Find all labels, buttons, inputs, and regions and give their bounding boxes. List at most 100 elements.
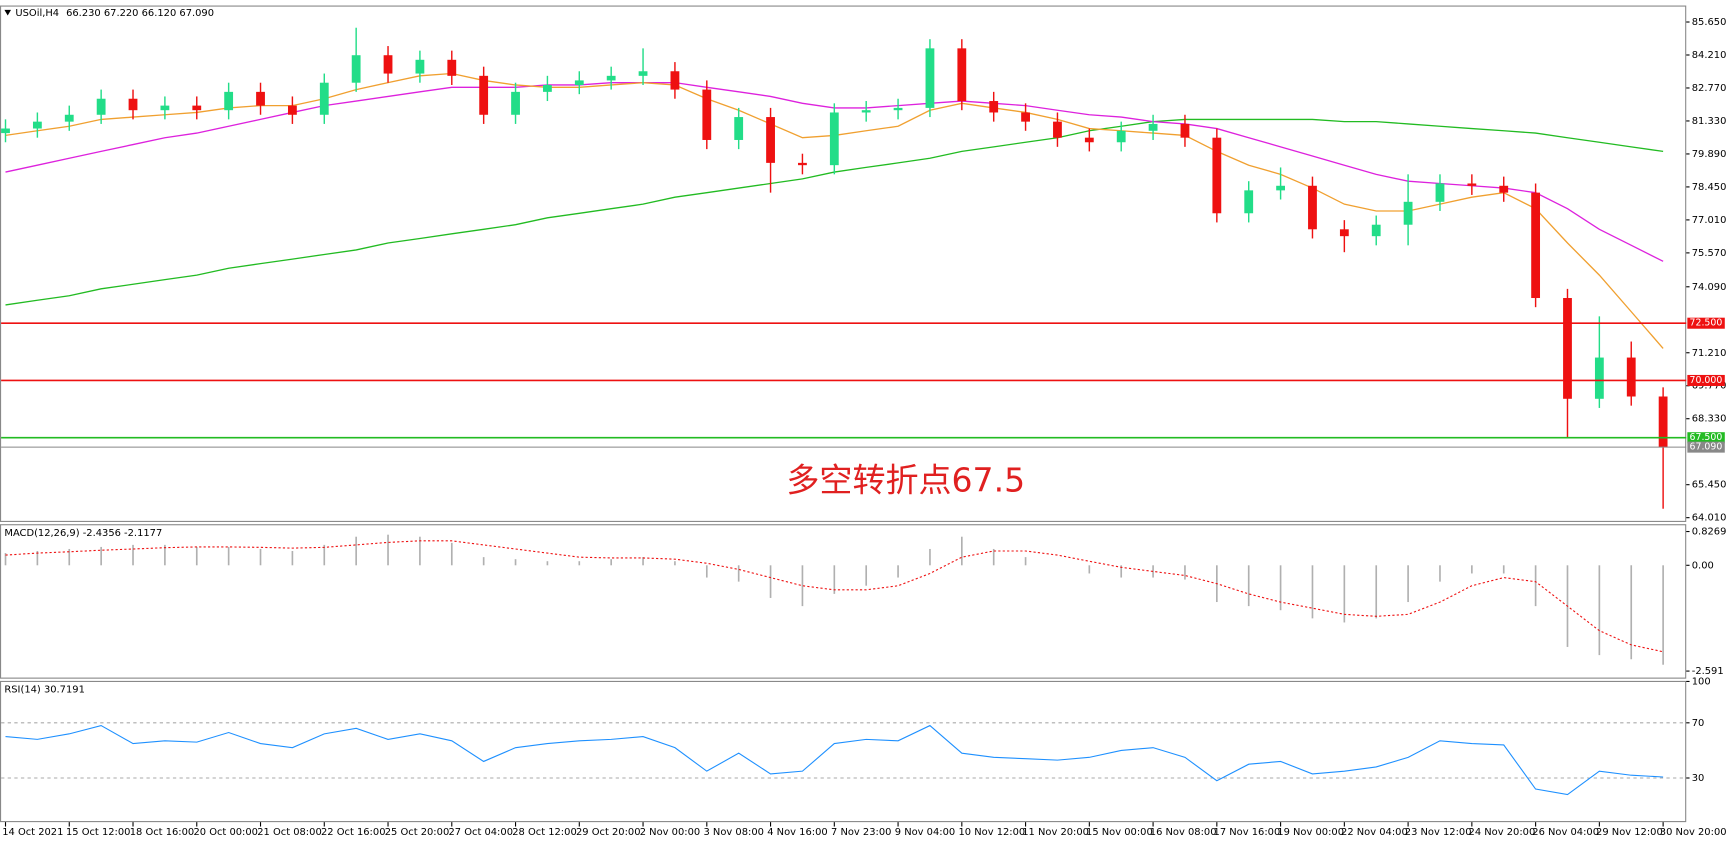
candle-body	[1531, 192, 1541, 299]
y-tick-label: 0.00	[1692, 560, 1714, 571]
candle-body	[574, 80, 584, 85]
price-label-box	[1687, 432, 1725, 444]
candle-body	[1371, 224, 1381, 237]
candle-body	[798, 162, 807, 166]
x-tick-label: 30 Nov 20:00	[1660, 827, 1727, 838]
macd-panel	[0, 524, 1687, 679]
x-tick-label: 3 Nov 08:00	[704, 827, 764, 838]
x-tick-label: 2 Nov 00:00	[640, 827, 700, 838]
price-label-box	[1687, 374, 1725, 386]
x-tick-label: 28 Oct 12:00	[512, 827, 577, 838]
candle-body	[1021, 112, 1030, 122]
y-tick-label: 75.570	[1692, 248, 1727, 259]
candle-body	[766, 117, 775, 163]
candle-body	[1499, 185, 1509, 193]
candle-body	[160, 105, 170, 111]
candle-body	[925, 48, 935, 108]
price-label-box	[1687, 317, 1725, 329]
y-tick-label: -2.591	[1692, 666, 1724, 677]
x-tick-label: 17 Nov 16:00	[1214, 827, 1281, 838]
x-tick-label: 29 Oct 20:00	[576, 827, 641, 838]
x-tick-label: 15 Nov 00:00	[1086, 827, 1153, 838]
candle-body	[1467, 183, 1477, 186]
symbol-title: USOil,H4	[15, 8, 59, 19]
candle-body	[1148, 123, 1158, 131]
x-tick-label: 22 Oct 16:00	[321, 827, 386, 838]
candle-body	[638, 71, 648, 76]
y-tick-label: 100	[1692, 676, 1711, 687]
x-tick-label: 27 Oct 04:00	[448, 827, 513, 838]
y-tick-label: 68.330	[1692, 414, 1727, 425]
y-tick-label: 78.450	[1692, 182, 1727, 193]
rsi-line	[5, 724, 1664, 796]
y-tick-label: 79.890	[1692, 149, 1727, 160]
candle-body	[32, 121, 42, 129]
candle-body	[1308, 185, 1317, 230]
y-tick-label: 0.8269	[1692, 527, 1727, 538]
candle-body	[606, 75, 616, 81]
y-tick-label: 69.770	[1692, 381, 1727, 392]
candle-body	[447, 59, 457, 76]
x-tick-label: 18 Oct 16:00	[130, 827, 195, 838]
ohlc-info: 66.230 67.220 66.120 67.090	[66, 8, 214, 19]
annotation: 多空转折点67.5	[786, 461, 1025, 500]
x-tick-label: 26 Nov 04:00	[1532, 827, 1599, 838]
candle-body	[957, 48, 967, 102]
y-tick-label: 82.770	[1692, 83, 1727, 94]
x-tick-label: 7 Nov 23:00	[831, 827, 891, 838]
y-tick-label: 84.210	[1692, 50, 1727, 61]
candle-body	[1563, 298, 1572, 399]
candle-body	[256, 91, 265, 106]
candle-body	[1244, 190, 1254, 214]
candle-body	[1212, 137, 1222, 214]
x-tick-label: 15 Oct 12:00	[66, 827, 131, 838]
y-tick-label: 85.650	[1692, 17, 1727, 28]
x-tick-label: 4 Nov 16:00	[767, 827, 827, 838]
x-tick-label: 9 Nov 04:00	[895, 827, 955, 838]
x-tick-label: 23 Nov 12:00	[1405, 827, 1472, 838]
y-tick-label: 65.450	[1692, 480, 1727, 491]
y-tick-label: 30	[1692, 773, 1705, 784]
candle-body	[1403, 201, 1413, 225]
main-panel	[0, 5, 1687, 522]
y-tick-label: 71.210	[1692, 348, 1727, 359]
price-label: 67.090	[1690, 442, 1723, 453]
price-label-box	[1687, 441, 1725, 453]
candle-body	[224, 91, 234, 111]
candle-body	[1, 128, 10, 134]
x-tick-label: 24 Nov 20:00	[1469, 827, 1536, 838]
x-tick-label: 11 Nov 20:00	[1022, 827, 1089, 838]
candle-body	[989, 101, 999, 113]
price-label: 67.500	[1690, 432, 1723, 443]
candle-body	[383, 55, 393, 74]
macd-title: MACD(12,26,9) -2.4356 -2.1177	[4, 528, 162, 539]
candle-body	[1626, 357, 1636, 397]
candle-body	[96, 98, 106, 115]
y-tick-label: 81.330	[1692, 116, 1727, 127]
y-tick-label: 64.010	[1692, 513, 1727, 524]
candle-body	[829, 112, 839, 166]
candle-body	[1084, 137, 1094, 143]
x-tick-label: 20 Oct 00:00	[193, 827, 258, 838]
x-tick-label: 19 Nov 00:00	[1277, 827, 1344, 838]
x-tick-label: 22 Nov 04:00	[1341, 827, 1408, 838]
candle-body	[511, 91, 520, 115]
candle-body	[287, 105, 297, 115]
candle-body	[1339, 229, 1349, 237]
y-tick-label: 74.090	[1692, 282, 1727, 293]
y-tick-label: 70	[1692, 718, 1705, 729]
candle-body	[1116, 130, 1126, 143]
x-tick-label: 14 Oct 2021	[2, 827, 63, 838]
candle-body	[64, 114, 74, 122]
candle-body	[319, 82, 329, 115]
candle-body	[861, 110, 871, 113]
candle-body	[543, 84, 552, 92]
x-tick-label: 16 Nov 08:00	[1150, 827, 1217, 838]
candle-body	[670, 71, 680, 90]
candle-body	[128, 98, 138, 111]
y-tick-label: 77.010	[1692, 215, 1727, 226]
candle-body	[1053, 121, 1062, 138]
candle-body	[1435, 183, 1445, 202]
candle-body	[479, 75, 489, 115]
